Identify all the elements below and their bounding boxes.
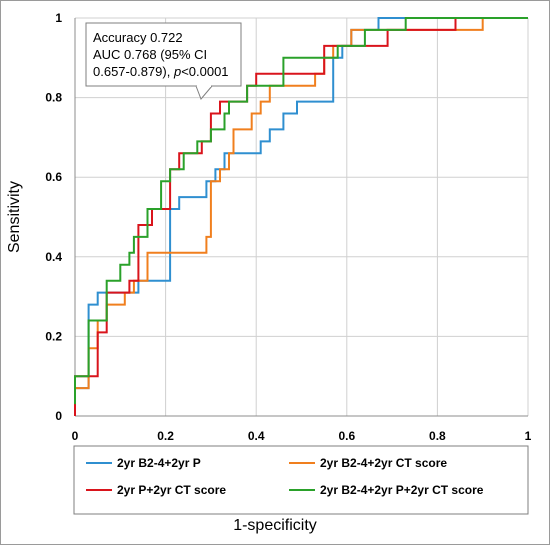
annotation-p-symbol: p xyxy=(173,64,181,79)
x-tick-label-2: 0.4 xyxy=(248,429,265,443)
annotation-line3-suffix: <0.0001 xyxy=(181,64,228,79)
annotation-line3-prefix: 0.657-0.879), xyxy=(93,64,174,79)
legend-item-3: 2yr B2-4+2yr P+2yr CT score xyxy=(289,483,484,497)
legend-label-2: 2yr P+2yr CT score xyxy=(117,483,226,497)
y-tick-label-1: 0.2 xyxy=(45,329,62,343)
y-tick-label-0: 0 xyxy=(55,409,62,423)
legend-item-2: 2yr P+2yr CT score xyxy=(86,483,226,497)
annotation-box-frame xyxy=(85,22,242,87)
legend: 2yr B2-4+2yr P 2yr B2-4+2yr CT score 2yr… xyxy=(73,445,529,515)
series-line-2 xyxy=(74,17,528,416)
x-axis-title: 1-specificity xyxy=(233,517,317,534)
legend-label-1: 2yr B2-4+2yr CT score xyxy=(320,456,447,470)
annotation-line3: 0.657-0.879), p<0.0001 xyxy=(93,64,229,79)
legend-label-0: 2yr B2-4+2yr P xyxy=(117,456,201,470)
legend-frame xyxy=(73,445,529,515)
annotation-box: Accuracy 0.722 AUC 0.768 (95% CI 0.657-0… xyxy=(85,22,242,100)
legend-item-1: 2yr B2-4+2yr CT score xyxy=(289,456,447,470)
legend-item-0: 2yr B2-4+2yr P xyxy=(86,456,201,470)
series-layer xyxy=(74,17,528,416)
x-tick-label-4: 0.8 xyxy=(429,429,446,443)
series-line-3 xyxy=(74,17,528,405)
y-tick-label-5: 1 xyxy=(55,11,62,25)
annotation-line2: AUC 0.768 (95% CI xyxy=(93,47,207,62)
ticks-layer: 0 0.2 0.4 0.6 0.8 1 0 0.2 0.4 0.6 0.8 1 xyxy=(45,11,531,443)
y-tick-label-2: 0.4 xyxy=(45,250,62,264)
x-tick-label-3: 0.6 xyxy=(338,429,355,443)
annotation-line1: Accuracy 0.722 xyxy=(93,30,183,45)
y-tick-label-3: 0.6 xyxy=(45,170,62,184)
y-axis-title: Sensitivity xyxy=(6,181,23,253)
y-tick-label-4: 0.8 xyxy=(45,91,62,105)
x-tick-label-1: 0.2 xyxy=(157,429,174,443)
x-tick-label-0: 0 xyxy=(72,429,79,443)
legend-label-3: 2yr B2-4+2yr P+2yr CT score xyxy=(320,483,484,497)
x-tick-label-5: 1 xyxy=(525,429,532,443)
annotation-callout-pointer xyxy=(195,85,213,100)
